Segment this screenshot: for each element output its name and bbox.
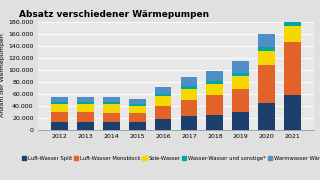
Bar — [180, 89, 197, 100]
Bar — [155, 87, 172, 94]
Bar — [258, 65, 275, 103]
Bar — [103, 104, 120, 112]
Bar — [258, 34, 275, 47]
Bar — [180, 100, 197, 116]
Bar — [232, 112, 249, 130]
Bar — [206, 81, 223, 84]
Bar — [206, 71, 223, 81]
Bar — [232, 73, 249, 76]
Bar — [77, 97, 94, 102]
Text: Absatz verschiedener Wärmepumpen: Absatz verschiedener Wärmepumpen — [19, 10, 209, 19]
Bar — [180, 77, 197, 86]
Bar — [51, 102, 68, 104]
Bar — [206, 95, 223, 115]
Y-axis label: Anzahl der Wärmepumpen: Anzahl der Wärmepumpen — [0, 34, 5, 118]
Bar — [284, 26, 301, 42]
Bar — [51, 104, 68, 112]
Bar — [103, 97, 120, 102]
Bar — [232, 61, 249, 73]
Bar — [258, 103, 275, 130]
Bar — [232, 76, 249, 89]
Bar — [284, 4, 301, 22]
Bar — [51, 97, 68, 102]
Bar — [129, 104, 146, 106]
Bar — [51, 122, 68, 130]
Bar — [155, 94, 172, 96]
Bar — [77, 122, 94, 130]
Bar — [206, 84, 223, 95]
Bar — [180, 116, 197, 130]
Bar — [180, 86, 197, 89]
Bar — [129, 106, 146, 113]
Bar — [129, 99, 146, 104]
Bar — [77, 112, 94, 122]
Bar — [103, 102, 120, 104]
Bar — [284, 42, 301, 95]
Bar — [155, 96, 172, 106]
Bar — [77, 104, 94, 112]
Bar — [129, 122, 146, 130]
Bar — [284, 95, 301, 130]
Bar — [206, 115, 223, 130]
Bar — [258, 51, 275, 65]
Bar — [129, 113, 146, 122]
Bar — [103, 122, 120, 130]
Bar — [258, 47, 275, 51]
Bar — [77, 102, 94, 104]
Legend: Luft-Wasser Split, Luft-Wasser Monoblock, Sole-Wasser, Wasser-Wasser und sonstig: Luft-Wasser Split, Luft-Wasser Monoblock… — [22, 156, 320, 161]
Bar — [155, 106, 172, 119]
Bar — [232, 89, 249, 112]
Bar — [51, 112, 68, 122]
Bar — [155, 119, 172, 130]
Bar — [284, 22, 301, 26]
Bar — [103, 112, 120, 122]
